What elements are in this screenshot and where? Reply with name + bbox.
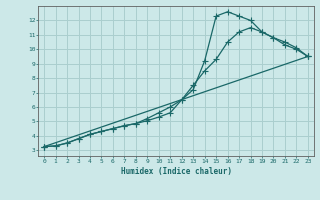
X-axis label: Humidex (Indice chaleur): Humidex (Indice chaleur) (121, 167, 231, 176)
